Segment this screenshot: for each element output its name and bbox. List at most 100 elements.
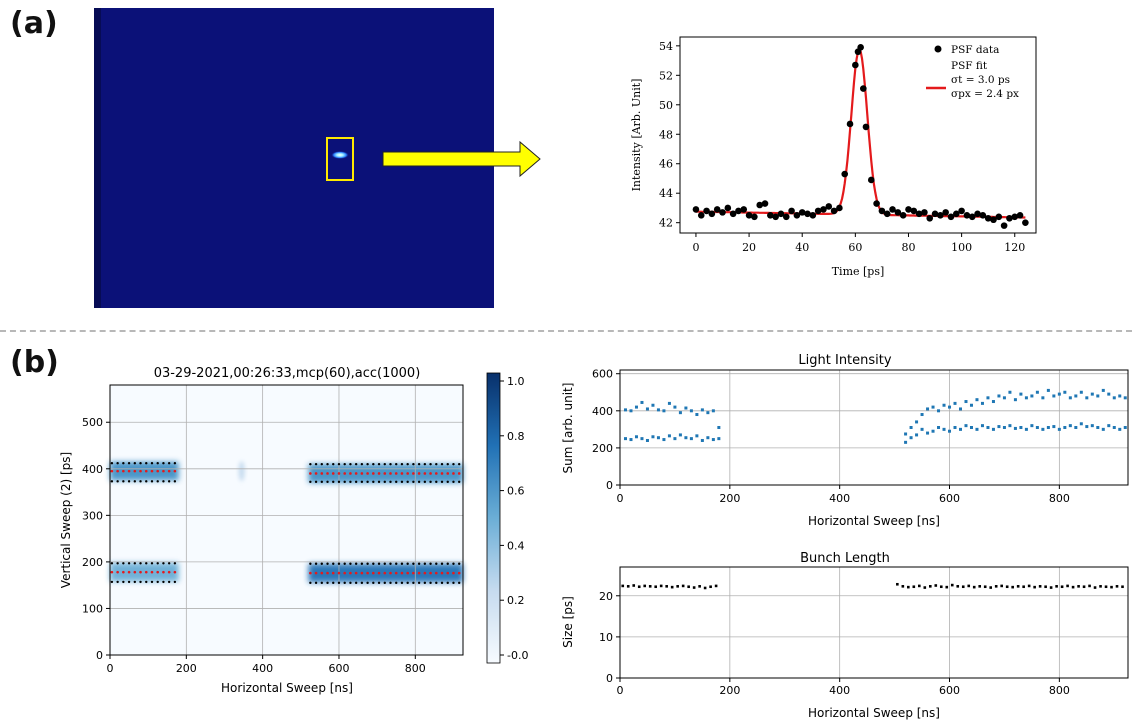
light-data-point (991, 400, 995, 404)
heatmap-ytick-label: 300 (82, 509, 103, 522)
bunch-data-point (692, 586, 696, 589)
light-data-point (1008, 390, 1012, 394)
heatmap-edge-dot (133, 462, 137, 465)
psf-data-point (788, 207, 795, 215)
heatmap-edge-dot (457, 462, 461, 466)
light-data-point (948, 429, 952, 433)
light-data-point (964, 424, 968, 428)
light-data-point (1118, 394, 1122, 398)
heatmap-edge-dot (377, 462, 381, 466)
psf-data-point (883, 210, 891, 218)
light-data-point (1096, 426, 1100, 429)
heatmap-center-dot (144, 469, 148, 473)
psf-data-point (830, 207, 838, 215)
light-data-point (931, 429, 935, 433)
heatmap-edge-dot (377, 562, 381, 565)
light-data-point (1123, 426, 1127, 429)
heatmap-edge-dot (145, 580, 148, 584)
light-data-point (640, 400, 644, 404)
heatmap-faint-spot (238, 461, 245, 482)
heatmap-edge-dot (332, 562, 335, 565)
psf-data-point (713, 206, 721, 213)
heatmap-edge-dot (400, 480, 404, 484)
heatmap-edge-dot (457, 480, 461, 484)
heatmap-edge-dot (127, 562, 131, 565)
psf-data-point (1000, 222, 1008, 229)
heatmap-edge-dot (122, 562, 125, 565)
heatmap-edge-dot (446, 462, 449, 466)
bunch-data-point (1033, 585, 1036, 589)
light-data-point (711, 438, 715, 442)
heatmap-edge-dot (377, 480, 381, 484)
bunch-data-point (907, 585, 910, 589)
heatmap-center-dot (331, 472, 335, 475)
light-data-point (909, 436, 913, 440)
psf-data-point (968, 213, 976, 221)
psf-xtick-label: 40 (795, 241, 809, 254)
heatmap-center-dot (377, 571, 381, 575)
heatmap-center-dot (452, 472, 455, 475)
heatmap-edge-dot (116, 462, 119, 465)
light-points-group (623, 388, 1127, 444)
bunch-data-point (1027, 584, 1031, 588)
bunch-data-point (945, 585, 949, 589)
psf-data-point (767, 212, 774, 219)
psf-data-point (814, 207, 822, 215)
heatmap-center-dot (331, 571, 335, 575)
heatmap-edge-dot (360, 581, 364, 585)
heatmap-center-dot (417, 472, 421, 475)
bunch-data-point (659, 584, 663, 588)
light-data-point (904, 432, 908, 436)
heatmap-edge-dot (309, 462, 312, 466)
right-arrow-icon (382, 140, 541, 178)
heatmap-frame (109, 384, 464, 656)
heatmap-yticks: 0 100 200 300 400 500 (82, 416, 110, 662)
heatmap-edge-dot (139, 580, 142, 584)
psf-data-point (857, 44, 864, 51)
heatmap-edge-dot (457, 562, 461, 565)
heatmap-center-dot (412, 571, 415, 575)
light-data-point (1068, 424, 1072, 428)
psf-data-point (958, 207, 965, 215)
psf-data-point (873, 200, 880, 207)
heatmap-center-dot (349, 472, 352, 475)
heatmap-center-dot (383, 472, 387, 475)
psf-data-point (963, 212, 971, 219)
heatmap-edge-dot (423, 581, 427, 585)
light-data-point (634, 435, 638, 439)
heatmap-edge-dot (320, 581, 323, 585)
light-data-point (997, 394, 1001, 398)
heatmap-edge-dot (343, 581, 346, 585)
heatmap-center-dot (110, 469, 114, 473)
bunch-data-point (1000, 584, 1003, 588)
light-data-point (937, 426, 941, 429)
light-grid (619, 370, 1128, 486)
heatmap-edge-dot (360, 562, 364, 565)
heatmap-edge-dot (349, 462, 352, 466)
heatmap-edge-dot (440, 480, 444, 484)
colorbar (486, 372, 501, 664)
bunch-xtick-label: 400 (829, 684, 850, 697)
heatmap-center-dot (337, 571, 341, 575)
heatmap-ytick-label: 400 (82, 463, 103, 476)
light-xtick-label: 0 (617, 492, 624, 505)
heatmap-center-dot (349, 571, 352, 575)
heatmap-center-dot (394, 472, 398, 475)
bunch-grid (619, 567, 1128, 679)
bunch-points-group (621, 582, 1124, 590)
light-data-point (942, 427, 946, 431)
bunch-data-point (1049, 586, 1053, 589)
bunch-data-point (989, 586, 993, 589)
light-data-point (1074, 394, 1078, 398)
heatmap-center-dot (354, 472, 358, 475)
heatmap-edge-dot (400, 581, 404, 585)
heatmap-edge-dot (446, 562, 449, 565)
bunch-title: Bunch Length (800, 551, 890, 566)
heatmap-center-dot (320, 472, 324, 475)
heatmap-edge-dot (423, 480, 427, 484)
heatmap-edge-dot (116, 580, 119, 584)
light-data-point (651, 435, 655, 439)
psf-data-point (719, 209, 726, 216)
heatmap-edge-dot (354, 562, 358, 565)
heatmap-center-dot (320, 571, 324, 575)
